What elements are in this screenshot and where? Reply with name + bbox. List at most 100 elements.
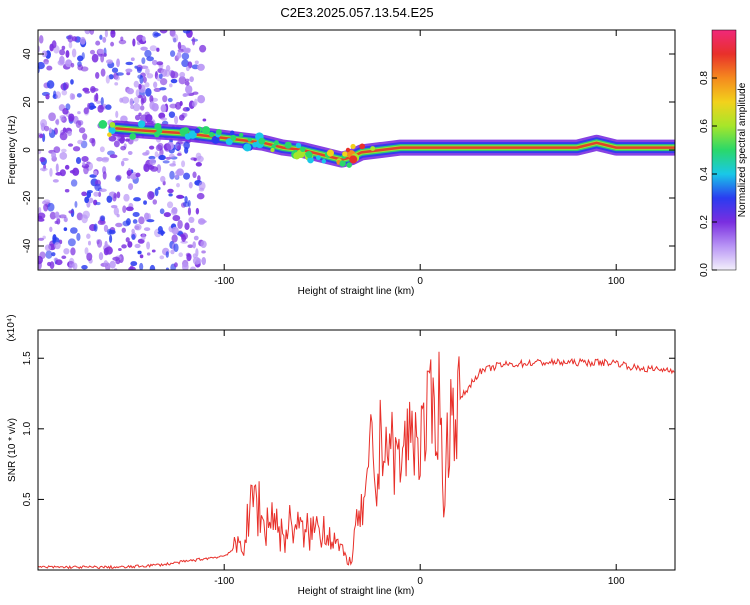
ridge-band	[115, 127, 675, 161]
noise-point	[177, 219, 183, 229]
noise-point	[174, 115, 179, 125]
noise-point	[139, 262, 144, 270]
ridge-point	[316, 155, 321, 161]
noise-point	[70, 227, 78, 234]
noise-point	[198, 181, 206, 191]
noise-point	[185, 252, 191, 257]
noise-point	[48, 112, 56, 122]
colorbar-label: Normalized spectral amplitude	[737, 82, 748, 217]
ridge-point	[271, 144, 276, 149]
noise-point	[168, 153, 175, 159]
noise-point	[61, 45, 66, 51]
ridge-point	[307, 156, 314, 164]
noise-point	[183, 48, 191, 54]
noise-point	[54, 220, 58, 225]
noise-point	[190, 266, 196, 270]
colorbar-ticks: 0.0 0.2 0.4 0.6 0.8	[699, 71, 717, 277]
noise-point	[173, 262, 178, 268]
noise-point	[151, 59, 158, 66]
noise-point	[102, 171, 107, 180]
noise-point	[156, 164, 162, 173]
noise-point	[63, 218, 68, 222]
noise-point	[169, 83, 173, 88]
noise-point	[120, 145, 127, 151]
noise-point	[144, 82, 150, 88]
noise-point	[77, 64, 84, 71]
colorbar-gradient	[711, 29, 737, 271]
x-tick-label: 100	[608, 276, 625, 287]
noise-point	[113, 140, 120, 148]
noise-point	[154, 151, 159, 158]
ridge-point	[137, 120, 146, 128]
noise-point	[98, 252, 104, 261]
noise-point	[88, 197, 94, 204]
noise-point	[184, 113, 188, 117]
noise-point	[43, 163, 47, 170]
noise-point	[39, 251, 46, 260]
noise-point	[157, 186, 161, 190]
noise-point	[134, 65, 138, 69]
noise-point	[38, 237, 45, 241]
noise-point	[177, 41, 182, 50]
snr-axes: -100 0 100 0.5 1.0 1.5	[22, 330, 675, 587]
noise-point	[109, 234, 113, 244]
noise-point	[195, 258, 202, 264]
ridge-point	[211, 135, 220, 144]
y-tick-label: -20	[22, 190, 33, 205]
noise-point	[146, 241, 151, 250]
noise-point	[136, 66, 142, 74]
noise-point	[115, 174, 122, 181]
spectrogram-marks	[38, 30, 675, 270]
noise-point	[170, 78, 178, 84]
noise-point	[171, 206, 178, 214]
noise-point	[179, 71, 186, 78]
noise-point	[84, 90, 90, 94]
ridge-point	[208, 131, 215, 138]
noise-point	[181, 52, 190, 61]
noise-point	[149, 158, 157, 165]
noise-point	[183, 141, 190, 150]
ridge-point	[129, 133, 137, 140]
noise-point	[68, 263, 72, 270]
noise-point	[146, 252, 151, 256]
noise-point	[158, 73, 163, 79]
noise-point	[55, 172, 63, 176]
noise-point	[95, 71, 100, 79]
noise-point	[146, 56, 154, 62]
noise-point	[176, 194, 184, 199]
noise-point	[49, 261, 55, 269]
ridge-point	[345, 147, 351, 153]
y-tick-label: 20	[22, 96, 33, 108]
noise-point	[44, 61, 49, 65]
noise-point	[174, 170, 182, 176]
noise-point	[40, 119, 48, 128]
noise-point	[84, 247, 89, 255]
noise-point	[42, 200, 47, 205]
ridge-point	[339, 160, 346, 167]
colorbar-tick-label: 0.2	[699, 215, 710, 229]
noise-point	[101, 156, 110, 161]
noise-point	[38, 35, 44, 44]
noise-point	[145, 68, 150, 75]
noise-point	[135, 89, 140, 97]
noise-point	[195, 152, 202, 161]
noise-point	[176, 51, 182, 59]
y-tick-label: -40	[22, 238, 33, 253]
snr-xlabel: Height of straight line (km)	[298, 586, 415, 597]
ridge-point	[182, 127, 190, 134]
noise-point	[169, 163, 177, 167]
noise-point	[147, 190, 155, 200]
noise-point	[159, 78, 168, 86]
noise-point	[54, 242, 61, 250]
ridge-point	[284, 141, 292, 149]
noise-point	[120, 160, 125, 167]
noise-point	[116, 58, 120, 68]
noise-point	[67, 143, 74, 147]
noise-point	[191, 101, 197, 107]
noise-point	[199, 44, 207, 53]
noise-point	[87, 240, 92, 246]
ridge-point	[108, 127, 116, 135]
noise-point	[70, 79, 74, 85]
colorbar-tick-label: 0.0	[699, 263, 710, 277]
noise-point	[87, 102, 91, 110]
